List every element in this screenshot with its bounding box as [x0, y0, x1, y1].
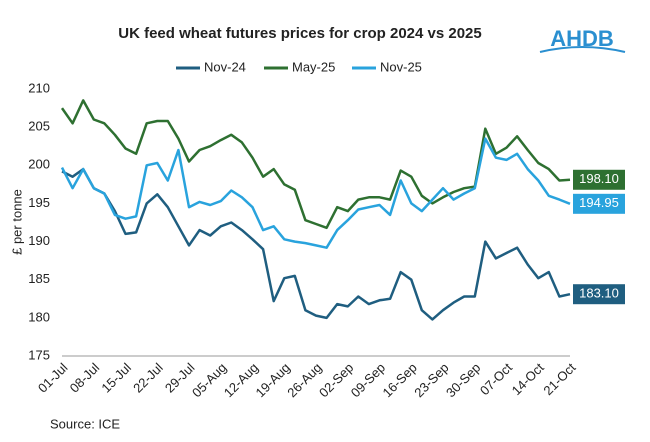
series-line — [60, 137, 571, 249]
x-tick-label: 22-Jul — [130, 360, 166, 396]
x-tick-label: 02-Sep — [316, 360, 356, 400]
x-tick-label: 05-Aug — [189, 360, 229, 400]
logo-swoosh — [539, 46, 626, 53]
source: Source: ICE — [50, 416, 120, 431]
value-label: 198.10 — [579, 171, 619, 186]
y-tick-label: 185 — [28, 271, 50, 286]
chart-title: UK feed wheat futures prices for crop 20… — [118, 25, 481, 42]
x-tick-label: 01-Jul — [35, 360, 71, 396]
y-tick-label: 210 — [28, 80, 50, 95]
x-tick-label: 08-Jul — [67, 360, 103, 396]
x-tick-label: 16-Sep — [380, 360, 420, 400]
y-tick-label: 190 — [28, 233, 50, 248]
x-tick-label: 14-Oct — [509, 360, 547, 398]
value-label: 183.10 — [579, 286, 619, 301]
y-tick-label: 180 — [28, 309, 50, 324]
x-tick-label: 15-Jul — [98, 360, 134, 396]
x-tick-label: 09-Sep — [348, 360, 388, 400]
y-axis-label: £ per tonne — [9, 189, 24, 255]
x-tick-label: 07-Oct — [477, 360, 515, 398]
y-tick-label: 195 — [28, 195, 50, 210]
x-tick-label: 30-Sep — [443, 360, 483, 400]
series-line — [60, 99, 571, 230]
x-tick-label: 23-Sep — [411, 360, 451, 400]
y-tick-label: 200 — [28, 157, 50, 172]
x-tick-label: 26-Aug — [284, 360, 324, 400]
series-line — [61, 167, 571, 321]
x-tick-label: 12-Aug — [221, 360, 261, 400]
legend-label: Nov-25 — [380, 59, 422, 74]
x-tick-label: 19-Aug — [253, 360, 293, 400]
legend-label: Nov-24 — [204, 59, 246, 74]
y-tick-label: 175 — [28, 347, 50, 362]
value-label: 194.95 — [579, 195, 619, 210]
y-tick-label: 205 — [28, 119, 50, 134]
legend-label: May-25 — [292, 59, 335, 74]
value-label-box — [573, 169, 625, 190]
x-tick-label: 21-Oct — [540, 360, 578, 398]
value-label-box — [573, 193, 625, 214]
value-label-box — [573, 284, 625, 305]
